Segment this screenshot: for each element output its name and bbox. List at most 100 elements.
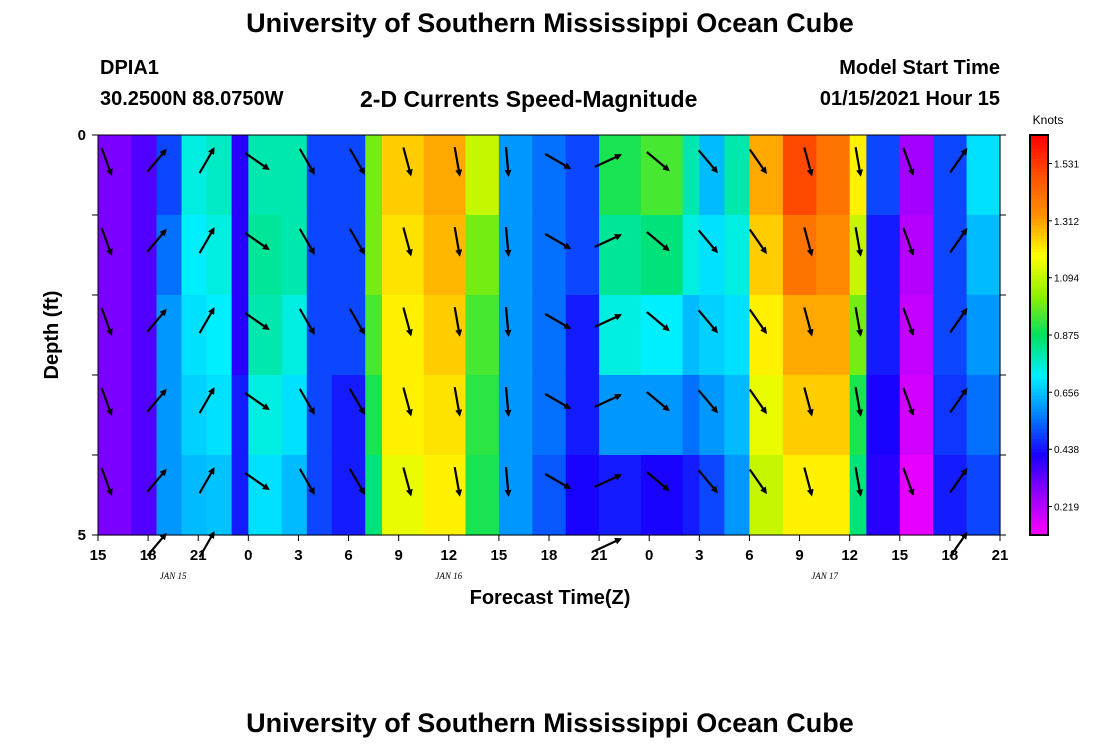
colorbar-swatch <box>1030 455 1048 459</box>
heatmap-cell <box>899 295 934 376</box>
current-arrow <box>244 312 270 331</box>
heatmap-cell <box>306 135 333 216</box>
colorbar-swatch <box>1030 138 1048 143</box>
heatmap-cell <box>866 135 901 216</box>
current-arrow <box>100 387 113 417</box>
colorbar-tick-label: 0.875 <box>1054 331 1079 342</box>
current-arrow <box>949 227 968 254</box>
current-arrow <box>646 151 670 172</box>
heatmap-cell <box>966 375 1001 456</box>
heatmap-cell <box>816 455 851 536</box>
heatmap-cell <box>231 375 249 456</box>
colorbar-swatch <box>1030 385 1048 389</box>
colorbar-swatch <box>1030 345 1048 349</box>
heatmap-cell <box>682 135 700 216</box>
colorbar-swatch <box>1030 278 1048 283</box>
colorbar-swatch <box>1030 348 1048 353</box>
heatmap-cell <box>933 295 968 376</box>
current-arrow <box>646 231 670 252</box>
heatmap-cell <box>156 215 183 296</box>
colorbar-swatch <box>1030 298 1048 303</box>
x-tick-label: 9 <box>394 547 402 564</box>
colorbar-tick-label: 0.438 <box>1054 445 1079 456</box>
colorbar-swatch <box>1030 518 1048 523</box>
heatmap-cell <box>98 375 133 456</box>
date-label: JAN 16 <box>435 571 462 581</box>
heatmap-cell <box>699 295 725 376</box>
heatmap-cell <box>465 215 500 296</box>
current-arrow <box>594 474 622 488</box>
colorbar-swatch <box>1030 245 1048 249</box>
heatmap-cell <box>724 455 751 536</box>
colorbar-swatch <box>1030 165 1048 169</box>
heatmap-cell <box>782 295 817 376</box>
colorbar-swatch <box>1030 318 1048 323</box>
heatmap-cell <box>782 135 817 216</box>
heatmap-cell <box>381 135 425 216</box>
colorbar-swatch <box>1030 451 1048 456</box>
colorbar-swatch <box>1030 491 1048 496</box>
colorbar-swatch <box>1030 428 1048 433</box>
heatmap-cell <box>565 455 600 536</box>
heatmap-cell <box>933 455 968 536</box>
colorbar-swatch <box>1030 511 1048 516</box>
heatmap-cell <box>181 455 208 536</box>
colorbar-swatch <box>1030 195 1048 199</box>
heatmap-cell <box>816 375 851 456</box>
x-axis-label: Forecast Time(Z) <box>470 587 631 609</box>
x-tick-label: 18 <box>140 547 157 564</box>
colorbar-tick-label: 1.094 <box>1054 274 1079 285</box>
current-arrow <box>803 147 814 177</box>
colorbar-swatch <box>1030 361 1048 366</box>
current-arrow <box>902 467 915 497</box>
heatmap-cell <box>423 295 467 376</box>
colorbar-swatch <box>1030 198 1048 203</box>
colorbar-swatch <box>1030 395 1048 399</box>
station-coordinates: 30.2500N 88.0750W <box>100 88 284 110</box>
heatmap-cell <box>749 215 784 296</box>
current-arrow <box>504 146 512 177</box>
colorbar-swatch <box>1030 371 1048 376</box>
colorbar-swatch <box>1030 468 1048 473</box>
colorbar-swatch <box>1030 178 1048 183</box>
heatmap-cell <box>565 295 600 376</box>
current-arrow <box>594 394 622 408</box>
current-arrow <box>854 307 864 337</box>
current-arrow <box>748 228 767 255</box>
heatmap-cell <box>532 215 567 296</box>
heatmap-cell <box>899 455 934 536</box>
colorbar-swatch <box>1030 275 1048 279</box>
current-arrow <box>298 468 315 495</box>
heatmap-cell <box>899 135 934 216</box>
colorbar-tick-label: 1.312 <box>1054 217 1079 228</box>
heatmap-cell <box>181 215 208 296</box>
heatmap-cell <box>98 455 133 536</box>
heatmap-cell <box>131 135 158 216</box>
x-tick-label: 15 <box>891 547 908 564</box>
current-arrow <box>902 387 915 417</box>
colorbar-swatch <box>1030 315 1048 319</box>
colorbar-swatch <box>1030 381 1048 386</box>
current-arrow <box>854 387 864 417</box>
heatmap-cell <box>281 295 308 376</box>
colorbar-swatch <box>1030 268 1048 273</box>
x-tick-label: 12 <box>841 547 858 564</box>
colorbar-swatch <box>1030 378 1048 383</box>
heatmap-cell <box>565 375 600 456</box>
current-arrow <box>594 314 622 328</box>
current-arrow <box>544 473 572 489</box>
colorbar-swatch <box>1030 478 1048 483</box>
colorbar-swatch <box>1030 231 1048 236</box>
current-arrow <box>646 391 670 412</box>
heatmap-cell <box>933 215 968 296</box>
x-tick-label: 21 <box>992 547 1009 564</box>
current-arrow <box>298 308 315 335</box>
colorbar: 1.531 1.312 1.094 0.875 0.656 0.438 0.219 <box>1029 134 1079 536</box>
heatmap-cell <box>98 295 133 376</box>
heatmap-cell <box>98 135 133 216</box>
colorbar-swatch <box>1030 485 1048 489</box>
heatmap-cell <box>423 135 467 216</box>
current-arrow <box>504 466 512 497</box>
colorbar-swatch <box>1030 458 1048 463</box>
